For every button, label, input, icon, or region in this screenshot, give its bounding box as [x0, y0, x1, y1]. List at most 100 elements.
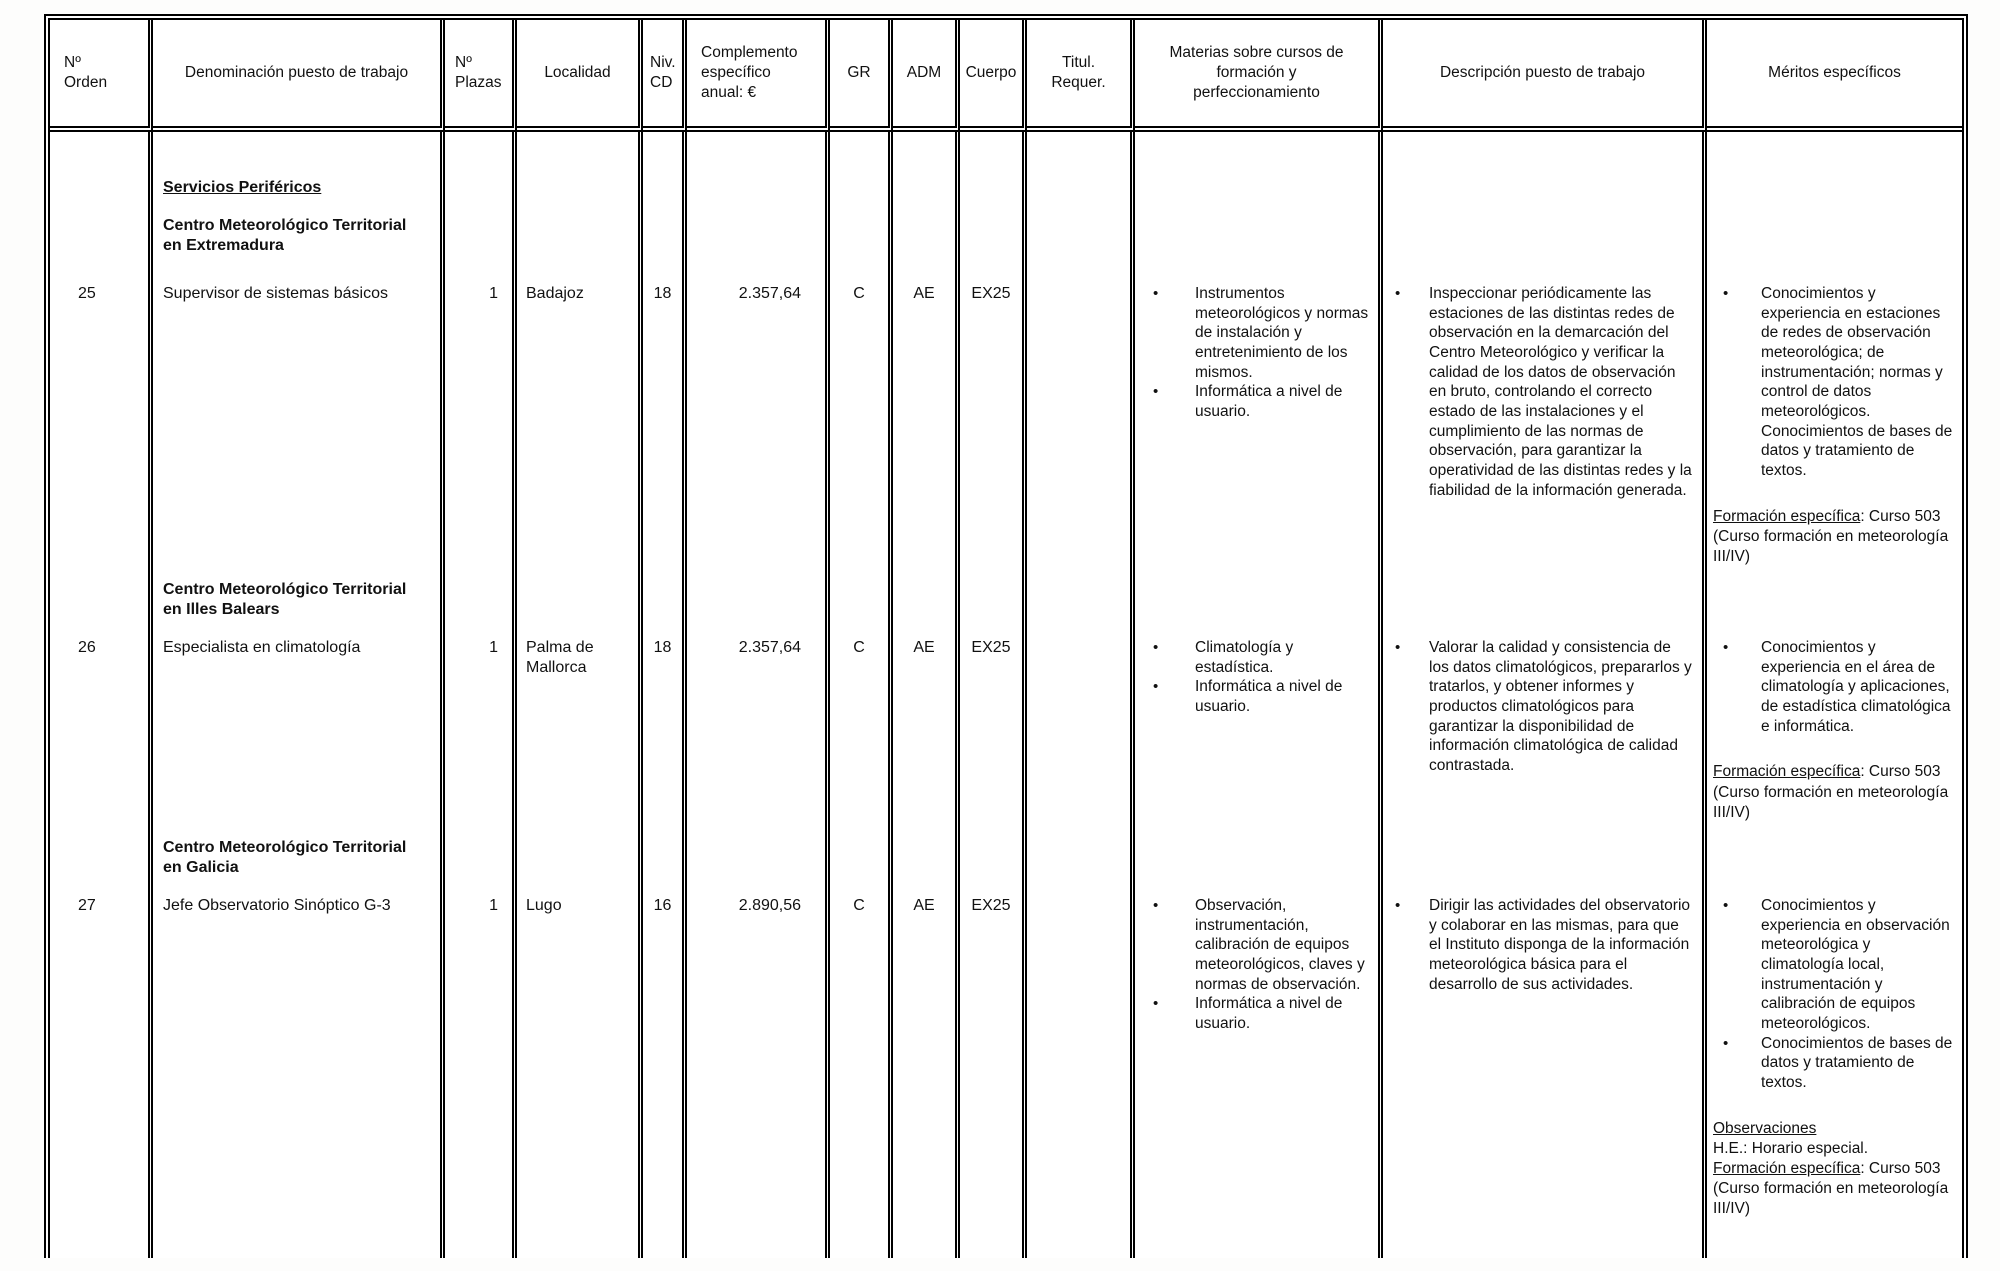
cell-orden: 27: [50, 886, 153, 1258]
bullet-icon: •: [1723, 1034, 1729, 1052]
empty-cell: [687, 830, 830, 886]
cell-gr: C: [830, 274, 893, 572]
bullet-icon: •: [1153, 897, 1159, 914]
cell-niv-cd: 18: [643, 628, 687, 830]
bullet-icon: •: [1723, 639, 1729, 656]
empty-cell: [50, 572, 153, 628]
cell-meritos: • Conocimientos y experiencia en estacio…: [1707, 274, 1962, 572]
empty-cell: [1707, 572, 1962, 628]
formacion-note: Formación específica: Curso 503 (Curso f…: [1713, 1159, 1954, 1219]
formacion-note: Formación específica: Curso 503 (Curso f…: [1707, 507, 1962, 567]
section-title-centro: Centro Meteorológico Territorial en Gali…: [163, 839, 407, 876]
header-niv-cd: Niv. CD: [643, 20, 687, 132]
formacion-label: Formación específica: [1713, 763, 1861, 781]
cell-cuerpo: EX25: [960, 886, 1027, 1258]
empty-cell: [50, 830, 153, 886]
empty-cell: [1027, 132, 1135, 274]
descripcion-item: Inspeccionar periódicamente las estacion…: [1429, 285, 1692, 499]
header-descripcion: Descripción puesto de trabajo: [1383, 20, 1707, 132]
section-heading-extremadura: Servicios Periféricos Centro Meteorológi…: [153, 132, 445, 274]
cell-denominacion: Supervisor de sistemas básicos: [153, 274, 445, 572]
cell-titul-requer: [1027, 274, 1135, 572]
empty-cell: [517, 830, 643, 886]
bullet-icon: •: [1395, 897, 1401, 914]
header-no-orden: Nº Orden: [50, 20, 153, 132]
section-heading-galicia: Centro Meteorológico Territorial en Gali…: [153, 830, 445, 886]
meritos-item: Conocimientos y experiencia en observaci…: [1761, 897, 1950, 1033]
materias-item: Informática a nivel de usuario.: [1195, 678, 1343, 716]
header-denominacion: Denominación puesto de trabajo: [153, 20, 445, 132]
cell-adm: AE: [893, 628, 960, 830]
cell-plazas: 1: [445, 886, 517, 1258]
empty-cell: [830, 132, 893, 274]
bullet-icon: •: [1153, 639, 1159, 656]
bullet-icon: •: [1395, 639, 1401, 656]
cell-localidad: Badajoz: [517, 274, 643, 572]
cell-complemento: 2.357,64: [687, 274, 830, 572]
empty-cell: [1027, 830, 1135, 886]
empty-cell: [1707, 132, 1962, 274]
cell-meritos: • Conocimientos y experiencia en observa…: [1707, 886, 1962, 1258]
list-item: • Conocimientos y experiencia en estacio…: [1707, 284, 1962, 481]
empty-cell: [960, 830, 1027, 886]
cell-plazas: 1: [445, 628, 517, 830]
header-titul-requer: Titul. Requer.: [1027, 20, 1135, 132]
list-item: • Valorar la calidad y consistencia de l…: [1383, 638, 1702, 776]
bullet-icon: •: [1153, 285, 1159, 302]
materias-item: Instrumentos meteorológicos y normas de …: [1195, 285, 1369, 381]
materias-item: Observación, instrumentación, calibració…: [1195, 897, 1365, 993]
materias-item: Informática a nivel de usuario.: [1195, 995, 1343, 1033]
section-title-centro: Centro Meteorológico Territorial en Ille…: [163, 581, 407, 618]
formacion-text: : Curso 503 (Curso formación en meteorol…: [1713, 507, 1949, 565]
empty-cell: [1383, 572, 1707, 628]
header-adm: ADM: [893, 20, 960, 132]
empty-cell: [893, 132, 960, 274]
header-complemento: Complemento específico anual: €: [687, 20, 830, 132]
meritos-item: Conocimientos y experiencia en el área d…: [1761, 639, 1951, 735]
cell-denominacion: Jefe Observatorio Sinóptico G-3: [153, 886, 445, 1258]
empty-cell: [643, 132, 687, 274]
cell-materias: • Climatología y estadística. • Informát…: [1135, 628, 1383, 830]
descripcion-item: Dirigir las actividades del observatorio…: [1429, 897, 1691, 993]
header-meritos: Méritos específicos: [1707, 20, 1962, 132]
empty-cell: [687, 572, 830, 628]
cell-titul-requer: [1027, 628, 1135, 830]
cell-denominacion: Especialista en climatología: [153, 628, 445, 830]
empty-cell: [1135, 132, 1383, 274]
cell-niv-cd: 18: [643, 274, 687, 572]
header-cuerpo: Cuerpo: [960, 20, 1027, 132]
empty-cell: [893, 572, 960, 628]
cell-niv-cd: 16: [643, 886, 687, 1258]
list-item: • Conocimientos y experiencia en el área…: [1707, 638, 1962, 736]
cell-orden: 26: [50, 628, 153, 830]
cell-localidad: Lugo: [517, 886, 643, 1258]
bullet-icon: •: [1153, 995, 1159, 1013]
cell-complemento: 2.890,56: [687, 886, 830, 1258]
formacion-text: : Curso 503 (Curso formación en meteorol…: [1713, 1160, 1949, 1218]
section-title-servicios-perifericos: Servicios Periféricos: [163, 179, 322, 196]
empty-cell: [687, 132, 830, 274]
bullet-icon: •: [1153, 678, 1159, 696]
empty-cell: [517, 132, 643, 274]
list-item: • Climatología y estadística.: [1135, 638, 1378, 677]
cell-cuerpo: EX25: [960, 274, 1027, 572]
empty-cell: [960, 132, 1027, 274]
list-item: • Dirigir las actividades del observator…: [1383, 896, 1702, 994]
empty-cell: [445, 572, 517, 628]
list-item: • Conocimientos y experiencia en observa…: [1707, 896, 1962, 1034]
cell-gr: C: [830, 886, 893, 1258]
meritos-item: Conocimientos y experiencia en estacione…: [1761, 285, 1953, 480]
empty-cell: [893, 830, 960, 886]
cell-localidad: Palma de Mallorca: [517, 628, 643, 830]
cell-cuerpo: EX25: [960, 628, 1027, 830]
empty-cell: [50, 132, 153, 274]
list-item: • Informática a nivel de usuario.: [1135, 677, 1378, 716]
formacion-text: : Curso 503 (Curso formación en meteorol…: [1713, 763, 1949, 821]
list-item: • Conocimientos de bases de datos y trat…: [1707, 1034, 1962, 1093]
bullet-icon: •: [1723, 285, 1729, 302]
formacion-label: Formación específica: [1713, 1160, 1861, 1177]
job-positions-table: Nº Orden Denominación puesto de trabajo …: [44, 14, 1968, 1258]
formacion-label: Formación específica: [1713, 507, 1861, 525]
section-title-centro: Centro Meteorológico Territorial en Extr…: [163, 217, 407, 254]
